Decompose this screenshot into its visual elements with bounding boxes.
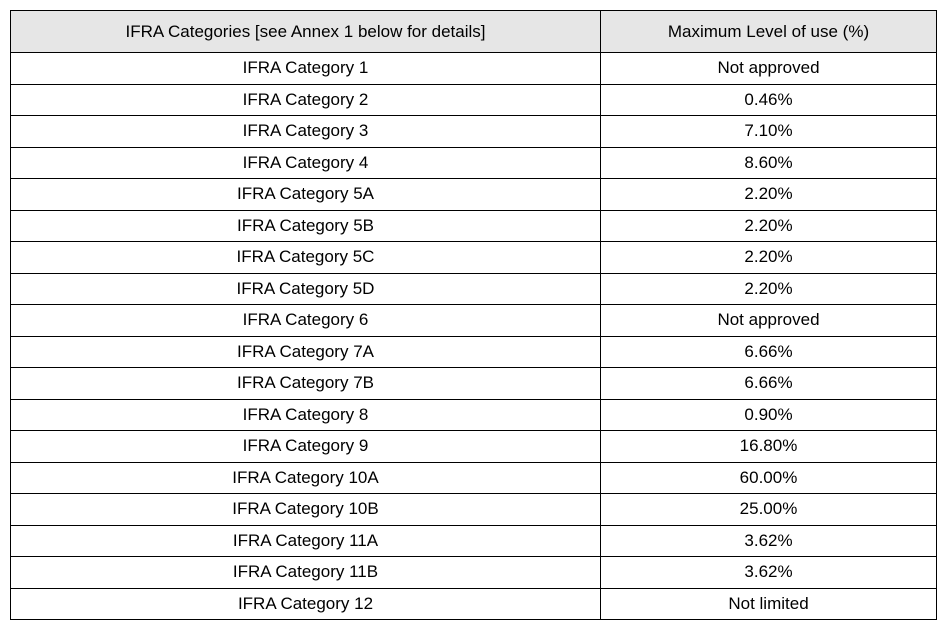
- cell-maximum-level: 2.20%: [600, 209, 937, 242]
- cell-maximum-level: 60.00%: [600, 461, 937, 494]
- cell-ifra-category: IFRA Category 11A: [10, 524, 601, 557]
- cell-maximum-level: 2.20%: [600, 178, 937, 211]
- cell-ifra-category: IFRA Category 12: [10, 587, 601, 620]
- cell-maximum-level: 2.20%: [600, 241, 937, 274]
- cell-ifra-category: IFRA Category 10A: [10, 461, 601, 494]
- table-row: IFRA Category 3 7.10%: [10, 115, 937, 148]
- cell-maximum-level: 8.60%: [600, 146, 937, 179]
- table-row: IFRA Category 4 8.60%: [10, 146, 937, 179]
- cell-ifra-category: IFRA Category 8: [10, 398, 601, 431]
- table-row: IFRA Category 5B 2.20%: [10, 209, 937, 242]
- cell-ifra-category: IFRA Category 5D: [10, 272, 601, 305]
- cell-maximum-level: 2.20%: [600, 272, 937, 305]
- cell-maximum-level: 16.80%: [600, 430, 937, 463]
- cell-ifra-category: IFRA Category 9: [10, 430, 601, 463]
- table-row: IFRA Category 6 Not approved: [10, 304, 937, 337]
- cell-ifra-category: IFRA Category 2: [10, 83, 601, 116]
- cell-maximum-level: Not limited: [600, 587, 937, 620]
- table-row: IFRA Category 5A 2.20%: [10, 178, 937, 211]
- cell-ifra-category: IFRA Category 5A: [10, 178, 601, 211]
- table-row: IFRA Category 9 16.80%: [10, 430, 937, 463]
- column-header-ifra-categories: IFRA Categories [see Annex 1 below for d…: [10, 10, 601, 53]
- table-row: IFRA Category 10B 25.00%: [10, 493, 937, 526]
- cell-maximum-level: 3.62%: [600, 556, 937, 589]
- table-header: IFRA Categories [see Annex 1 below for d…: [10, 10, 937, 53]
- table-row: IFRA Category 5D 2.20%: [10, 272, 937, 305]
- cell-maximum-level: 7.10%: [600, 115, 937, 148]
- table-row: IFRA Category 10A 60.00%: [10, 461, 937, 494]
- cell-ifra-category: IFRA Category 4: [10, 146, 601, 179]
- cell-maximum-level: 3.62%: [600, 524, 937, 557]
- cell-maximum-level: Not approved: [600, 52, 937, 85]
- cell-ifra-category: IFRA Category 6: [10, 304, 601, 337]
- cell-maximum-level: 6.66%: [600, 335, 937, 368]
- table-header-row: IFRA Categories [see Annex 1 below for d…: [10, 10, 937, 53]
- table-row: IFRA Category 12 Not limited: [10, 587, 937, 620]
- table-row: IFRA Category 2 0.46%: [10, 83, 937, 116]
- table-body: IFRA Category 1 Not approved IFRA Category…: [10, 52, 937, 620]
- cell-maximum-level: 0.90%: [600, 398, 937, 431]
- cell-ifra-category: IFRA Category 5B: [10, 209, 601, 242]
- cell-ifra-category: IFRA Category 5C: [10, 241, 601, 274]
- cell-ifra-category: IFRA Category 7A: [10, 335, 601, 368]
- cell-maximum-level: 25.00%: [600, 493, 937, 526]
- cell-ifra-category: IFRA Category 11B: [10, 556, 601, 589]
- table-row: IFRA Category 5C 2.20%: [10, 241, 937, 274]
- cell-ifra-category: IFRA Category 1: [10, 52, 601, 85]
- table-row: IFRA Category 1 Not approved: [10, 52, 937, 85]
- table-row: IFRA Category 11A 3.62%: [10, 524, 937, 557]
- ifra-usage-levels-table: IFRA Categories [see Annex 1 below for d…: [10, 10, 937, 620]
- cell-ifra-category: IFRA Category 3: [10, 115, 601, 148]
- table-row: IFRA Category 7B 6.66%: [10, 367, 937, 400]
- column-header-maximum-level-of-use: Maximum Level of use (%): [600, 10, 937, 53]
- table-row: IFRA Category 7A 6.66%: [10, 335, 937, 368]
- cell-maximum-level: 0.46%: [600, 83, 937, 116]
- cell-ifra-category: IFRA Category 10B: [10, 493, 601, 526]
- table-row: IFRA Category 11B 3.62%: [10, 556, 937, 589]
- cell-ifra-category: IFRA Category 7B: [10, 367, 601, 400]
- cell-maximum-level: Not approved: [600, 304, 937, 337]
- table-row: IFRA Category 8 0.90%: [10, 398, 937, 431]
- cell-maximum-level: 6.66%: [600, 367, 937, 400]
